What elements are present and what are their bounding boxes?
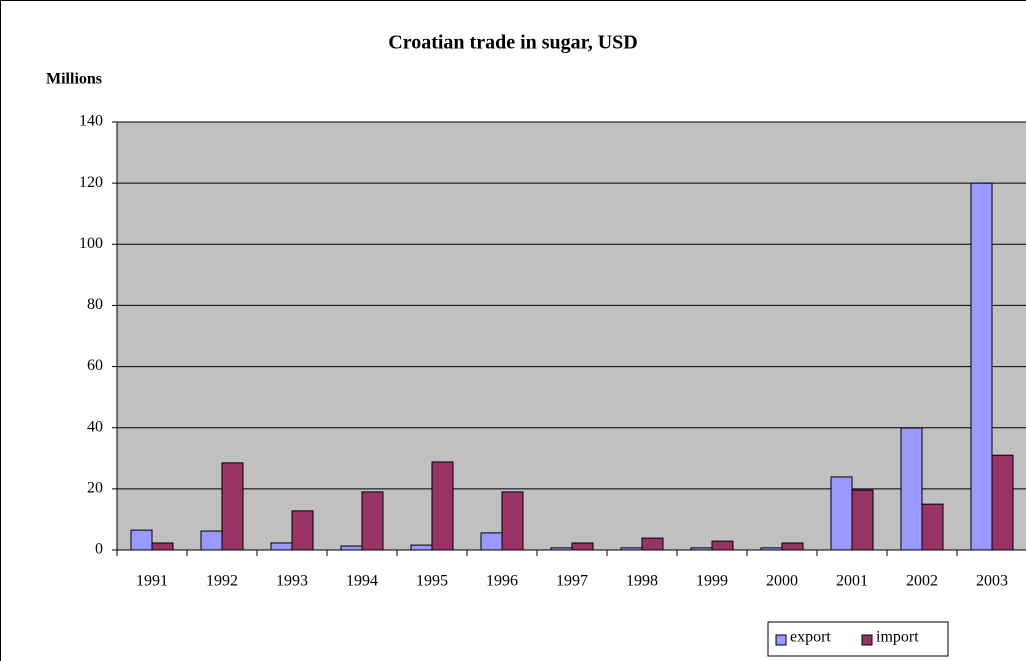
bar: [270, 542, 293, 551]
bar: [431, 461, 454, 551]
x-tick-label: 1997: [556, 573, 588, 590]
y-axis-label: Millions: [46, 71, 102, 88]
bar: [711, 540, 734, 551]
x-tick-label: 1993: [276, 573, 308, 590]
y-tick-label: 80: [87, 296, 103, 313]
y-tick-label: 100: [79, 235, 103, 252]
x-tick-label: 2001: [836, 573, 868, 590]
legend-label: import: [876, 629, 919, 646]
y-tick-label: 20: [87, 480, 103, 497]
bar: [781, 542, 804, 551]
bar: [200, 530, 223, 551]
bar: [501, 491, 524, 551]
bar: [291, 510, 314, 551]
bar: [641, 537, 664, 551]
plot-area: [116, 121, 1026, 551]
x-tick-label: 1996: [486, 573, 518, 590]
bar: [830, 476, 853, 551]
y-tick-label: 60: [87, 357, 103, 374]
x-tick-label: 1992: [206, 573, 238, 590]
x-tick-label: 2003: [976, 573, 1008, 590]
bar: [991, 454, 1014, 551]
y-tick-label: 40: [87, 418, 103, 435]
bar: [900, 427, 923, 551]
legend-swatch: [775, 634, 787, 646]
bar: [130, 529, 153, 551]
x-tick-label: 1995: [416, 573, 448, 590]
bar: [480, 532, 503, 551]
x-tick-label: 1994: [346, 573, 378, 590]
bar: [571, 542, 594, 551]
chart-title: Croatian trade in sugar, USD: [388, 32, 637, 54]
y-tick-label: 0: [95, 541, 103, 558]
legend-box: [767, 621, 949, 657]
bar: [851, 489, 874, 551]
legend-label: export: [790, 629, 831, 646]
x-tick-label: 2000: [766, 573, 798, 590]
legend-swatch: [861, 634, 873, 646]
bar: [921, 503, 944, 551]
bar: [151, 542, 174, 551]
x-tick-label: 1998: [626, 573, 658, 590]
y-tick-label: 120: [79, 174, 103, 191]
bar: [361, 491, 384, 551]
x-tick-label: 1999: [696, 573, 728, 590]
x-tick-label: 1991: [136, 573, 168, 590]
bar: [970, 182, 993, 551]
bar: [340, 545, 363, 551]
bar: [221, 462, 244, 551]
x-tick-label: 2002: [906, 573, 938, 590]
y-tick-label: 140: [79, 113, 103, 130]
bar: [410, 544, 433, 551]
